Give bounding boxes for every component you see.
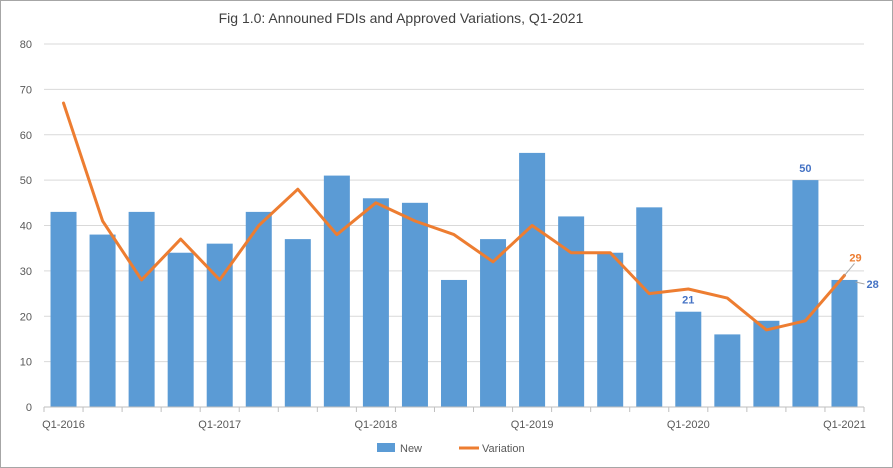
y-tick-label: 60	[20, 130, 32, 142]
x-tick-label: Q1-2016	[42, 419, 85, 431]
bar	[480, 239, 507, 407]
bar-data-label: 50	[799, 163, 811, 175]
leader-line	[844, 263, 855, 276]
legend-item-new: New	[377, 443, 422, 455]
bar	[50, 211, 77, 407]
y-tick-label: 40	[20, 221, 32, 233]
leader-line	[855, 281, 865, 285]
x-tick-label: Q1-2019	[511, 419, 554, 431]
y-tick-label: 20	[20, 311, 32, 323]
x-tick-label: Q1-2021	[823, 419, 866, 431]
bar-data-label: 28	[866, 279, 878, 291]
line-variation	[62, 101, 846, 332]
y-tick-label: 80	[20, 39, 32, 51]
bar	[519, 152, 546, 407]
y-tick-label: 0	[26, 402, 32, 414]
y-tick-label: 10	[20, 357, 32, 369]
bar	[753, 320, 780, 407]
y-tick-label: 50	[20, 175, 32, 187]
bar	[441, 279, 467, 407]
x-tick-label: Q1-2020	[667, 419, 710, 431]
bar	[323, 175, 350, 407]
bar	[245, 211, 272, 407]
bar	[792, 180, 819, 407]
bar	[284, 239, 311, 407]
bar	[636, 207, 663, 407]
legend-item-variation: Variation	[459, 443, 525, 455]
bar	[597, 252, 624, 407]
bars-new	[50, 152, 858, 407]
x-tick-label: Q1-2018	[354, 419, 397, 431]
legend-swatch-new	[377, 443, 395, 452]
legend-label-variation: Variation	[482, 443, 525, 455]
chart-title: Fig 1.0: Announed FDIs and Approved Vari…	[218, 10, 584, 26]
x-tick-label: Q1-2017	[198, 419, 241, 431]
x-axis: Q1-2016 Q1-2017 Q1-2018 Q1-2019 Q1-2020 Q1-20…	[42, 406, 866, 431]
bar	[167, 252, 194, 407]
y-tick-label: 30	[20, 266, 32, 278]
bar	[714, 334, 741, 407]
variation-line	[62, 101, 846, 332]
y-tick-label: 70	[20, 84, 32, 96]
bar	[89, 234, 116, 407]
bar-data-label: 21	[682, 295, 694, 307]
bar	[675, 311, 702, 407]
bar	[128, 211, 155, 407]
data-labels: 21 50 28 29	[682, 163, 879, 307]
legend: New Variation	[377, 443, 525, 455]
legend-label-new: New	[400, 443, 422, 455]
bar	[831, 279, 858, 407]
bar	[401, 202, 428, 407]
bar	[362, 198, 389, 407]
line-data-label: 29	[849, 252, 861, 264]
